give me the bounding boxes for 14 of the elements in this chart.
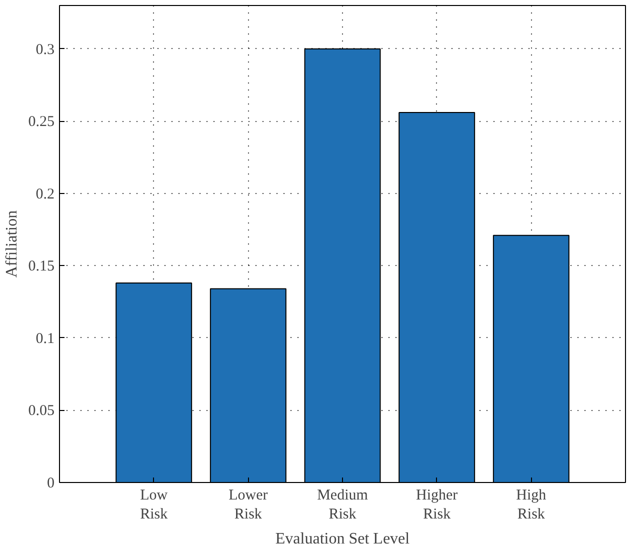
x-tick-label: High Risk xyxy=(516,488,547,523)
y-tick-label: 0.25 xyxy=(28,114,54,130)
y-tick-label: 0.3 xyxy=(36,42,54,58)
y-tick-label: 0.05 xyxy=(28,403,54,420)
x-tick-label: Medium Risk xyxy=(317,488,368,523)
x-tick-label: Low Risk xyxy=(140,488,168,523)
y-tick-label: 0.1 xyxy=(36,330,54,347)
y-tick-label: 0 xyxy=(47,476,54,492)
x-axis-title: Evaluation Set Level xyxy=(275,530,410,548)
x-tick-label: Lower Risk xyxy=(228,488,268,523)
y-tick-label: 0.15 xyxy=(28,258,54,275)
y-tick-label: 0.2 xyxy=(36,186,54,202)
x-tick-label: Higher Risk xyxy=(416,488,458,523)
y-axis-title: Affiliation xyxy=(3,210,20,278)
